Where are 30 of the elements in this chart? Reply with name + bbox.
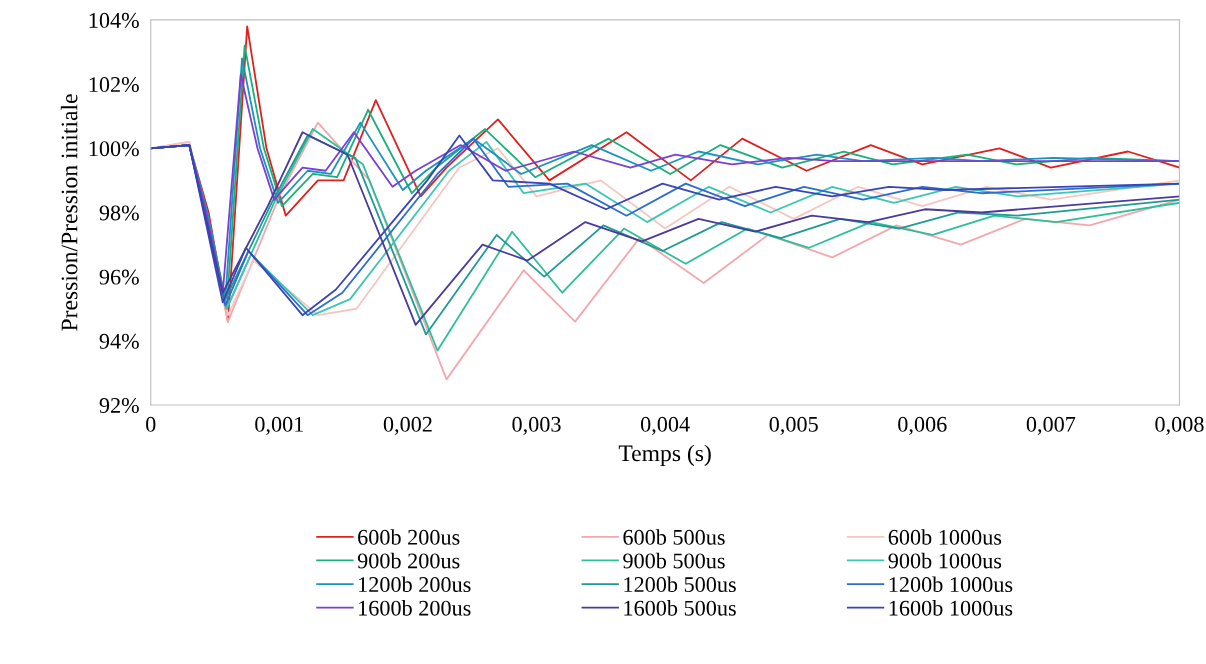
legend-label: 900b 500us xyxy=(623,552,725,569)
y-axis-title: Pression/Pression initiale xyxy=(60,94,78,331)
y-tick-label: 94% xyxy=(99,333,139,349)
legend-label: 600b 200us xyxy=(358,529,460,545)
legend-label: 600b 1000us xyxy=(888,529,1002,545)
x-tick-label: 0,005 xyxy=(769,416,818,435)
legend-label: 1600b 500us xyxy=(624,600,736,616)
y-tick-label: 102% xyxy=(89,77,139,93)
legend-label: 900b 1000us xyxy=(888,552,1002,569)
legend-label: 1200b 200us xyxy=(359,576,471,593)
legend-label: 1600b 200us xyxy=(359,600,471,616)
x-tick-label: 0,008 xyxy=(1155,416,1204,435)
x-tick-label: 0,006 xyxy=(898,416,947,435)
legend-label: 1600b 1000us xyxy=(889,600,1013,616)
x-axis-title: Temps (s) xyxy=(618,444,711,467)
legend-label: 1200b 500us xyxy=(624,576,736,593)
y-tick-label: 98% xyxy=(99,205,139,221)
x-tick-label: 0,002 xyxy=(383,416,432,435)
x-tick-label: 0,007 xyxy=(1026,416,1076,435)
y-tick-label: 104% xyxy=(89,12,139,28)
y-tick-label: 92% xyxy=(99,397,139,414)
x-tick-label: 0,004 xyxy=(640,416,690,435)
legend-label: 600b 500us xyxy=(623,529,725,545)
y-tick-label: 96% xyxy=(99,269,139,285)
x-tick-label: 0 xyxy=(146,416,156,432)
legend-label: 900b 200us xyxy=(357,552,460,569)
x-tick-label: 0,001 xyxy=(255,416,304,435)
y-tick-label: 100% xyxy=(89,141,139,157)
legend-label: 1200b 1000us xyxy=(889,576,1013,593)
x-tick-label: 0,003 xyxy=(512,416,561,435)
